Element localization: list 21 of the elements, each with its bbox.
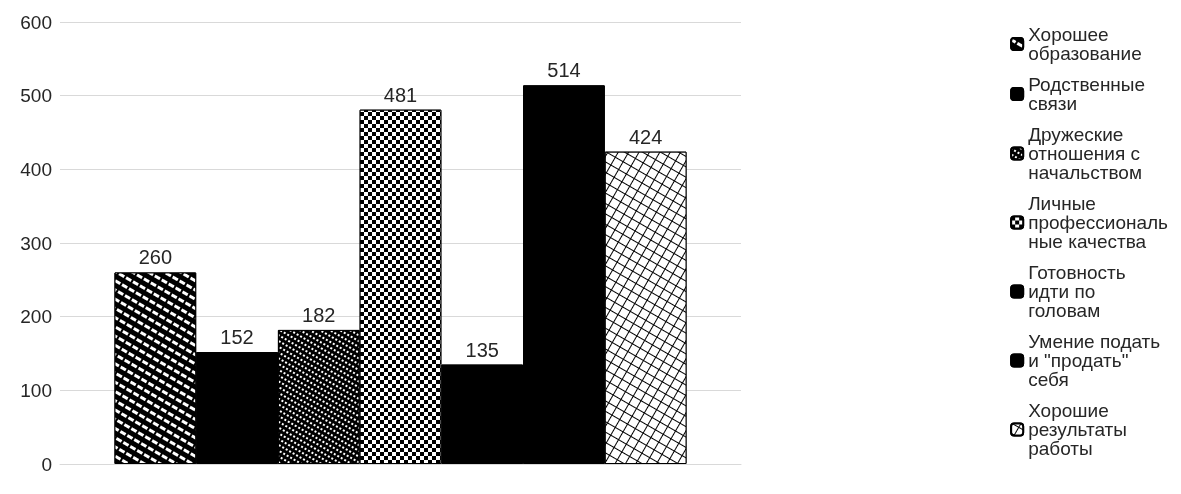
y-tick-label: 600 [20, 11, 52, 33]
legend-label: Готовность идти по головам [1028, 262, 1131, 321]
y-tick-label: 500 [20, 85, 52, 107]
data-label: 424 [628, 125, 663, 148]
y-tick-label: 0 [41, 453, 52, 475]
legend-label: Умение подать и "продать" себя [1028, 331, 1166, 390]
legend-label: Личные профессиональные качества [1028, 193, 1169, 252]
y-tick-label: 400 [20, 158, 52, 180]
legend-label: Дружеские отношения с начальством [1028, 124, 1146, 183]
data-label: 135 [465, 338, 499, 361]
y-tick-label: 300 [20, 232, 52, 254]
legend-label: Хорошее образование [1028, 24, 1142, 64]
legend-label: Родственные связи [1028, 74, 1151, 114]
legend-label: Хорошие результаты работы [1028, 400, 1133, 459]
data-label: 481 [383, 83, 418, 106]
y-tick-label: 200 [20, 306, 52, 328]
data-label: 182 [302, 303, 336, 326]
data-label: 152 [220, 326, 254, 349]
data-label: 260 [138, 246, 173, 269]
data-label: 514 [547, 59, 581, 82]
y-tick-label: 100 [20, 379, 52, 401]
